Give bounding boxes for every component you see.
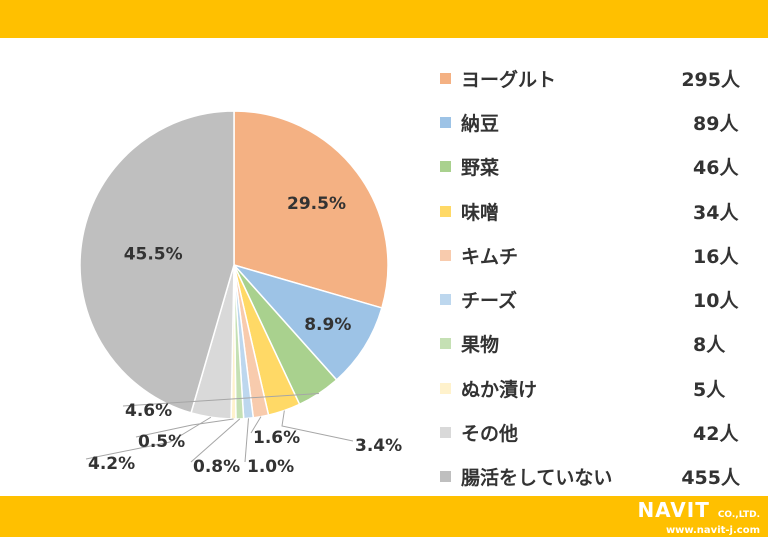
pie-slice bbox=[231, 263, 383, 381]
legend-item: ヨーグルト 295人 bbox=[440, 56, 740, 100]
legend-count: 42人 bbox=[693, 423, 739, 446]
legend-label: ヨーグルト bbox=[461, 68, 557, 91]
leader-line bbox=[85, 416, 212, 460]
legend-item: 味噌 34人 bbox=[440, 189, 740, 233]
legend-count: 455人 bbox=[681, 467, 740, 490]
legend-count: 46人 bbox=[693, 157, 739, 180]
legend-item: 野菜 46人 bbox=[440, 145, 740, 189]
legend-label: 果物 bbox=[461, 334, 500, 357]
slice-percent-label: 29.5% bbox=[287, 194, 346, 214]
top-accent-band bbox=[0, 0, 768, 38]
slice-percent-label: 1.0% bbox=[247, 457, 294, 477]
pie-slice bbox=[79, 110, 235, 414]
legend-item: 腸活をしていない 455人 bbox=[440, 455, 740, 499]
legend-swatch bbox=[440, 427, 451, 439]
logo-suffix: CO.,LTD. bbox=[717, 510, 760, 520]
pie-slices bbox=[79, 110, 389, 420]
leader-line bbox=[244, 418, 249, 463]
legend-swatch bbox=[440, 116, 451, 128]
legend-label: キムチ bbox=[461, 245, 519, 268]
legend-count: 34人 bbox=[693, 201, 739, 224]
slice-percent-label: 0.5% bbox=[138, 432, 185, 452]
pie-slice bbox=[233, 110, 389, 309]
legend-swatch bbox=[440, 249, 451, 261]
legend-swatch bbox=[440, 338, 451, 350]
legend-swatch bbox=[440, 161, 451, 173]
legend-count: 10人 bbox=[693, 290, 739, 313]
legend-count: 89人 bbox=[693, 112, 739, 135]
legend-item: その他 42人 bbox=[440, 410, 740, 454]
leader-lines bbox=[85, 392, 354, 463]
legend-item: 果物 8人 bbox=[440, 322, 740, 366]
leader-line bbox=[250, 416, 262, 434]
legend-count: 5人 bbox=[693, 378, 726, 401]
legend: ヨーグルト 295人納豆 89人野菜 46人味噌 34人キムチ 16人チーズ 10人果物 8人… bbox=[440, 56, 740, 499]
legend-label: 味噌 bbox=[461, 201, 500, 224]
leader-line bbox=[135, 418, 234, 438]
slice-percent-label: 3.4% bbox=[355, 436, 402, 456]
legend-label: 腸活をしていない bbox=[461, 467, 613, 490]
legend-count: 295人 bbox=[681, 68, 740, 91]
leader-line bbox=[122, 392, 319, 407]
legend-swatch bbox=[440, 72, 451, 84]
logo-name: NAVIT bbox=[637, 498, 710, 522]
legend-label: 納豆 bbox=[461, 112, 500, 135]
legend-swatch bbox=[440, 294, 451, 306]
legend-item: キムチ 16人 bbox=[440, 233, 740, 277]
slice-percent-label: 4.6% bbox=[125, 401, 172, 421]
slice-percent-label: 0.8% bbox=[193, 457, 240, 477]
leader-line bbox=[190, 418, 241, 463]
leader-line bbox=[281, 410, 354, 442]
legend-item: ぬか漬け 5人 bbox=[440, 366, 740, 410]
legend-label: その他 bbox=[461, 423, 519, 446]
legend-label: チーズ bbox=[461, 290, 518, 313]
slice-percent-label: 1.6% bbox=[253, 428, 300, 448]
logo-url: www.navit-j.com bbox=[665, 525, 760, 536]
data-labels: 29.5% 8.9% 4.6% 3.4% 1.6% 1.0% 0.8% 0.5%4.2% 45.… bbox=[88, 194, 402, 477]
slice-percent-label: 45.5% bbox=[124, 244, 183, 264]
legend-swatch bbox=[440, 471, 451, 483]
legend-label: 野菜 bbox=[461, 157, 500, 180]
legend-swatch bbox=[440, 205, 451, 217]
bottom-accent-band bbox=[0, 496, 768, 537]
legend-label: ぬか漬け bbox=[461, 378, 538, 401]
legend-count: 16人 bbox=[693, 245, 739, 268]
legend-count: 8人 bbox=[693, 334, 726, 357]
company-logo: NAVIT CO.,LTD. www.navit-j.com bbox=[637, 498, 760, 536]
slice-percent-label: 8.9% bbox=[304, 315, 351, 335]
legend-item: 納豆 89人 bbox=[440, 100, 740, 144]
pie-chart: 29.5% 8.9% 4.6% 3.4% 1.6% 1.0% 0.8% 0.5%4.2% 45.… bbox=[79, 110, 402, 477]
legend-item: チーズ 10人 bbox=[440, 277, 740, 321]
legend-swatch bbox=[440, 382, 451, 394]
slice-percent-label: 4.2% bbox=[88, 454, 135, 474]
